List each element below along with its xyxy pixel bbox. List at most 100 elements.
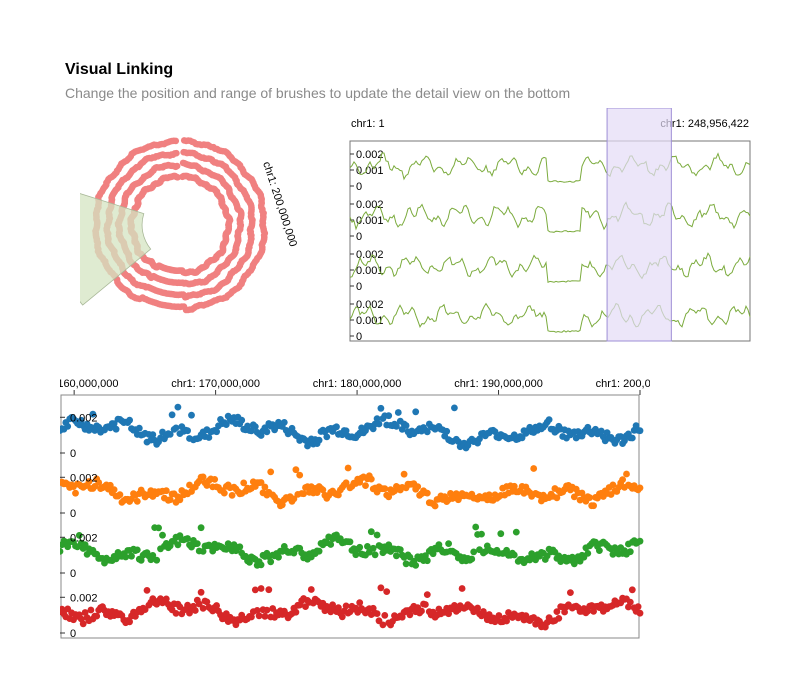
page-subtitle: Change the position and range of brushes… (65, 85, 571, 101)
overview-brush[interactable] (606, 108, 672, 342)
detail-point (431, 502, 439, 510)
detail-point (333, 423, 340, 431)
detail-point (393, 422, 400, 430)
detail-point (278, 501, 286, 509)
detail-point (327, 541, 335, 548)
detail-point (257, 561, 265, 569)
detail-point (423, 428, 431, 436)
detail-point (261, 612, 269, 620)
detail-x-tick-label: chr1: 160,000,000 (60, 378, 118, 390)
detail-point (166, 496, 174, 504)
detail-point (205, 434, 213, 441)
detail-point (342, 602, 350, 610)
detail-point (197, 588, 205, 596)
overview-frame (349, 140, 751, 342)
detail-point (451, 404, 458, 412)
detail-point (255, 612, 263, 620)
detail-point (402, 422, 410, 429)
detail-point (137, 557, 145, 564)
detail-point (267, 558, 275, 566)
detail-point (379, 621, 387, 629)
linear-overview-view[interactable]: chr1: 1 chr1: 248,956,4220.0020.00100.002… (345, 108, 755, 344)
detail-point (545, 416, 553, 423)
detail-point (383, 588, 391, 595)
detail-point (257, 585, 265, 592)
detail-point (290, 495, 298, 503)
detail-point (356, 543, 364, 551)
overview-series-line (349, 152, 751, 183)
detail-point (253, 607, 261, 614)
detail-point (174, 403, 182, 411)
detail-point (485, 491, 493, 499)
detail-point (636, 537, 644, 545)
detail-point (184, 535, 191, 542)
detail-point (220, 489, 228, 497)
detail-x-tick-label: chr1: 170,000,000 (171, 378, 260, 390)
detail-point (418, 607, 425, 615)
detail-y-tick-label: 0 (70, 508, 76, 520)
detail-point (603, 429, 611, 436)
detail-point (445, 610, 452, 618)
detail-point (280, 419, 288, 426)
detail-point (64, 423, 72, 430)
overview-tick-label: 0 (356, 231, 362, 243)
detail-point (609, 481, 617, 489)
detail-point (85, 478, 93, 485)
detail-point (375, 420, 383, 428)
detail-point (168, 411, 176, 419)
detail-point (135, 424, 143, 432)
detail-point (172, 424, 180, 432)
detail-point (162, 487, 170, 495)
overview-track-2: 0.002 0.001 0 (349, 199, 751, 243)
detail-point (213, 428, 221, 436)
detail-point (81, 609, 89, 616)
circular-brush[interactable] (80, 187, 152, 306)
detail-point (335, 604, 342, 612)
detail-point (596, 547, 603, 554)
overview-start-label: chr1: 1 (351, 118, 385, 130)
detail-point (429, 550, 437, 558)
detail-point (443, 427, 451, 435)
detail-point (184, 427, 191, 435)
detail-point (423, 557, 431, 565)
detail-point (176, 496, 184, 504)
detail-point (153, 556, 161, 564)
overview-tick-label: 0.001 (356, 215, 384, 227)
detail-point (356, 599, 364, 606)
detail-point (197, 524, 205, 532)
detail-point (373, 415, 381, 423)
detail-y-tick-label: 0.002 (70, 532, 98, 544)
detail-point (478, 530, 485, 538)
detail-point (510, 551, 518, 559)
detail-point (567, 589, 574, 596)
detail-point (445, 540, 452, 547)
detail-x-tick-label: chr1: 200,000,000 (596, 378, 650, 390)
detail-point (236, 543, 244, 551)
detail-point (362, 482, 369, 489)
detail-y-tick-label: 0 (70, 448, 76, 460)
detail-point (159, 531, 166, 539)
detail-point (166, 431, 174, 438)
detail-point (323, 433, 331, 441)
detail-x-tick-label: chr1: 180,000,000 (313, 378, 402, 390)
detail-point (342, 427, 350, 435)
detail-point (199, 605, 207, 612)
detail-view[interactable]: chr1: 160,000,000 chr1: 170,000,000 chr1: … (60, 370, 650, 645)
detail-point (393, 552, 400, 560)
detail-point (193, 540, 201, 547)
detail-point (133, 546, 141, 554)
detail-point (232, 621, 240, 629)
detail-point (385, 412, 393, 420)
detail-point (474, 604, 481, 612)
detail-track-2: 0.002 0 (60, 464, 644, 520)
detail-point (634, 603, 642, 611)
detail-point (476, 435, 483, 443)
detail-point (626, 548, 634, 556)
detail-point (72, 489, 79, 497)
detail-point (414, 483, 422, 490)
circular-track-view[interactable]: chr1: 200,000,000 (80, 135, 320, 335)
detail-point (95, 479, 103, 486)
detail-point (292, 608, 300, 616)
overview-series-line (349, 302, 751, 333)
detail-point (172, 610, 180, 617)
